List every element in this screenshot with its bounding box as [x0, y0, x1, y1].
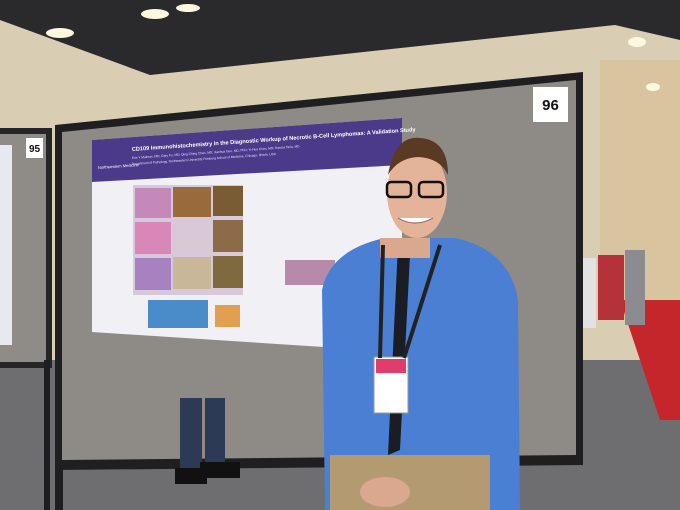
ceiling: [0, 0, 680, 75]
micrograph: [135, 188, 171, 218]
micrograph: [173, 221, 211, 253]
poster: [0, 145, 12, 345]
trousers: [330, 455, 490, 510]
legs: [205, 398, 225, 466]
glasses: [417, 180, 445, 199]
neck: [380, 238, 430, 258]
board-number: 95: [29, 144, 41, 155]
board-leg: [55, 465, 63, 510]
light: [176, 4, 200, 12]
crowd: [578, 250, 645, 328]
micrograph: [173, 187, 211, 217]
poster-header: [92, 118, 402, 182]
poster-figures: [133, 185, 335, 328]
lanyard: [378, 244, 442, 359]
micrograph: [213, 256, 243, 288]
light: [141, 9, 169, 19]
micrograph: [135, 222, 171, 254]
legs: [180, 398, 202, 470]
light: [628, 37, 646, 47]
number-tag: [26, 138, 43, 158]
light: [646, 83, 660, 91]
micrograph: [213, 186, 243, 216]
legend-graphic: [215, 305, 240, 327]
presenter: [322, 137, 520, 510]
badge-header: [376, 359, 406, 373]
micrograph: [213, 220, 243, 252]
shoe: [175, 468, 207, 484]
person: [598, 255, 624, 320]
number-tag: [533, 87, 568, 122]
micrograph: [173, 257, 211, 289]
face: [387, 148, 447, 238]
board-leg: [44, 360, 50, 510]
poster-logo: Northwestern Medicine: [98, 162, 140, 170]
hand: [360, 477, 410, 507]
micrograph: [135, 258, 171, 290]
red-carpet: [620, 300, 680, 420]
glasses: [385, 180, 413, 199]
smile: [397, 217, 434, 224]
board-number: 96: [542, 97, 559, 114]
table-graphic: [148, 300, 208, 328]
shirt: [322, 238, 520, 510]
ceiling-lights: [46, 4, 660, 91]
hair: [388, 137, 448, 175]
shoe: [200, 462, 240, 478]
person: [625, 250, 645, 325]
light: [46, 28, 74, 38]
